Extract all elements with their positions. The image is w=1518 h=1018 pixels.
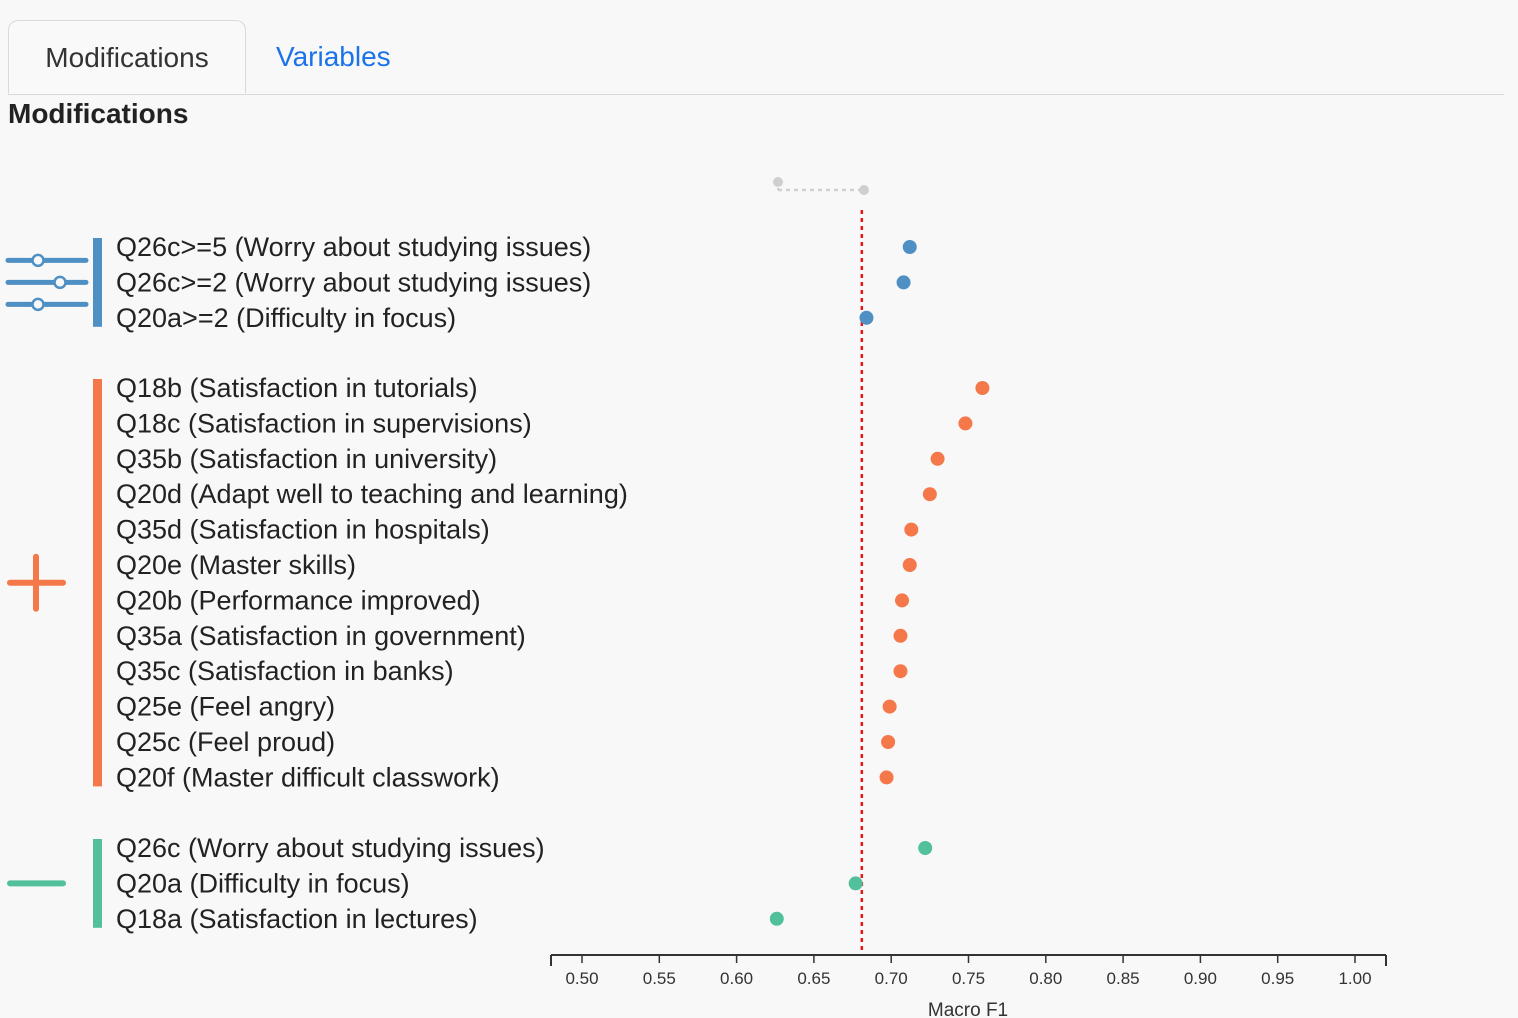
data-point <box>859 310 874 325</box>
row-label: Q20a>=2 (Difficulty in focus) <box>116 303 456 333</box>
data-point <box>958 416 973 431</box>
row-label: Q35b (Satisfaction in university) <box>116 444 497 474</box>
row-label: Q35a (Satisfaction in government) <box>116 621 526 651</box>
legend-start-dot <box>773 177 783 187</box>
row-label: Q20d (Adapt well to teaching and learnin… <box>116 479 628 509</box>
row-label: Q26c (Worry about studying issues) <box>116 833 545 863</box>
x-axis-label: Macro F1 <box>928 1000 1008 1018</box>
row-label: Q25e (Feel angry) <box>116 692 335 722</box>
row-label: Q25c (Feel proud) <box>116 727 335 757</box>
plus-icon <box>7 553 66 612</box>
row-label: Q18c (Satisfaction in supervisions) <box>116 408 532 438</box>
x-tick-label: 0.85 <box>1107 969 1140 988</box>
data-point <box>902 558 917 572</box>
data-point <box>904 522 919 537</box>
add-group-bar <box>93 379 102 787</box>
x-tick-label: 0.70 <box>875 969 908 988</box>
data-point <box>769 911 784 926</box>
data-point <box>930 451 945 466</box>
row-label: Q18a (Satisfaction in lectures) <box>116 904 478 934</box>
data-point <box>922 487 937 502</box>
slider-knob <box>31 253 45 268</box>
data-point <box>893 628 908 643</box>
row-label: Q18b (Satisfaction in tutorials) <box>116 373 478 403</box>
x-tick-label: 0.60 <box>720 969 753 988</box>
row-label: Q26c>=5 (Worry about studying issues) <box>116 232 591 262</box>
data-point <box>975 381 990 395</box>
x-tick-label: 0.65 <box>797 969 830 988</box>
x-tick-label: 0.95 <box>1261 969 1294 988</box>
row-label: Q35c (Satisfaction in banks) <box>116 656 454 686</box>
data-point <box>882 699 897 714</box>
section-title: Modifications <box>8 98 189 129</box>
row-label: Q20a (Difficulty in focus) <box>116 868 410 898</box>
x-tick-label: 0.75 <box>952 969 985 988</box>
tab-bar: Modifications Variables <box>8 20 1504 95</box>
data-point <box>879 770 894 785</box>
x-tick-label: 0.50 <box>565 969 598 988</box>
tab-variables[interactable]: Variables <box>276 41 391 72</box>
data-point <box>893 664 908 679</box>
slider-knob <box>31 297 45 312</box>
legend-end-dot <box>859 185 869 195</box>
x-tick-label: 0.90 <box>1184 969 1217 988</box>
x-tick-label: 0.55 <box>643 969 676 988</box>
row-label: Q20e (Master skills) <box>116 550 356 580</box>
threshold-group-bar <box>93 238 102 327</box>
row-label: Q20b (Performance improved) <box>116 585 481 615</box>
row-label: Q20f (Master difficult classwork) <box>116 762 500 792</box>
data-point <box>896 275 911 290</box>
data-point <box>918 841 933 855</box>
x-tick-label: 1.00 <box>1338 969 1371 988</box>
sliders-icon <box>5 253 89 312</box>
data-point <box>895 593 910 608</box>
row-label: Q35d (Satisfaction in hospitals) <box>116 515 490 545</box>
data-point <box>881 735 896 749</box>
tab-modifications[interactable]: Modifications <box>8 20 246 94</box>
data-point <box>902 240 917 254</box>
remove-group-bar <box>93 839 102 928</box>
slider-knob <box>53 275 67 290</box>
x-tick-label: 0.80 <box>1029 969 1062 988</box>
row-label: Q26c>=2 (Worry about studying issues) <box>116 267 591 297</box>
data-point <box>848 876 863 891</box>
